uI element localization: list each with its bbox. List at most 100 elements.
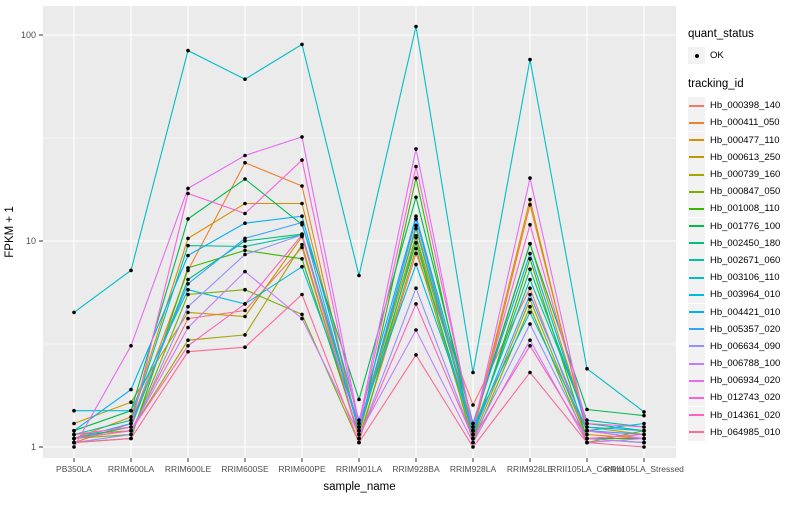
data-point <box>528 197 532 202</box>
data-point <box>528 370 532 375</box>
data-point <box>357 425 361 429</box>
data-point <box>585 428 589 433</box>
data-point <box>129 344 133 348</box>
data-point <box>72 445 76 449</box>
data-point <box>414 302 418 306</box>
data-point <box>357 397 361 402</box>
x-tick-label: PB350LA <box>56 464 92 474</box>
data-point <box>642 440 646 445</box>
data-point <box>72 440 76 445</box>
data-point <box>243 287 247 292</box>
data-point <box>642 428 646 433</box>
data-point <box>186 186 190 191</box>
data-point <box>243 201 247 206</box>
legend-item: Hb_012743_020 <box>688 389 800 407</box>
y-tick-label: 1 <box>31 442 36 452</box>
legend-item-label: Hb_012743_020 <box>710 392 781 404</box>
data-point <box>186 266 190 270</box>
legend-item-label: Hb_001776_100 <box>710 220 781 232</box>
data-point <box>72 432 76 437</box>
data-point <box>186 316 190 321</box>
data-point <box>186 253 190 258</box>
series-color-key-icon <box>688 97 705 115</box>
data-point <box>528 222 532 227</box>
legend-item-label: Hb_000411_050 <box>710 117 780 129</box>
data-point <box>528 202 532 207</box>
data-point <box>414 235 418 240</box>
data-point <box>357 436 361 441</box>
series-color-key-icon <box>688 303 705 321</box>
data-point <box>243 239 247 243</box>
data-point <box>642 445 646 449</box>
legend-item: Hb_006934_020 <box>688 372 800 390</box>
data-point <box>414 147 418 151</box>
series-color-key-icon <box>688 148 705 166</box>
data-point <box>585 440 589 445</box>
data-point <box>300 242 304 247</box>
data-point <box>129 428 133 433</box>
data-point <box>129 432 133 437</box>
data-point <box>642 413 646 418</box>
data-point <box>129 268 133 273</box>
legend-item: Hb_000411_050 <box>688 114 800 132</box>
data-point <box>642 410 646 414</box>
data-point <box>642 432 646 437</box>
data-point <box>528 241 532 246</box>
legend-item: Hb_000477_110 <box>688 131 800 149</box>
legend-item-label: Hb_000847_050 <box>710 186 781 198</box>
data-point <box>243 248 247 253</box>
data-point <box>300 264 304 269</box>
data-point <box>471 428 475 433</box>
data-point <box>129 425 133 429</box>
data-point <box>186 338 190 343</box>
data-point <box>528 338 532 343</box>
x-axis-title: sample_name <box>323 481 395 493</box>
data-point <box>471 370 475 375</box>
data-point <box>300 233 304 237</box>
data-point <box>585 436 589 441</box>
series-color-key-icon <box>688 286 705 304</box>
legend-title-quant-status: quant_status <box>688 28 754 40</box>
data-point <box>129 400 133 405</box>
legend-item-label: OK <box>710 50 724 62</box>
data-point <box>300 220 304 225</box>
data-point <box>243 221 247 225</box>
data-point <box>129 415 133 419</box>
data-point <box>186 292 190 297</box>
legend-quant-status: quant_status OK <box>688 28 800 65</box>
data-point <box>414 176 418 180</box>
data-point <box>243 177 247 181</box>
legend-item: Hb_006788_100 <box>688 355 800 373</box>
series-color-key-icon <box>688 234 705 252</box>
data-point <box>243 314 247 319</box>
data-point <box>528 322 532 326</box>
data-point <box>300 245 304 250</box>
legend-item: Hb_003106_110 <box>688 269 800 287</box>
legend-item: Hb_002671_060 <box>688 251 800 269</box>
data-point <box>528 297 532 302</box>
data-point <box>528 292 532 297</box>
data-point <box>585 407 589 412</box>
x-tick-label: RRIM600LA <box>108 464 155 474</box>
data-point <box>414 195 418 200</box>
data-point <box>414 251 418 256</box>
legend-item: Hb_000398_140 <box>688 97 800 115</box>
series-color-key-icon <box>688 251 705 269</box>
data-point <box>72 310 76 315</box>
legend-item: Hb_005357_020 <box>688 320 800 338</box>
legend-item-label: Hb_000477_110 <box>710 134 780 146</box>
data-point <box>300 158 304 162</box>
legend-item: Hb_001008_110 <box>688 200 800 218</box>
legend-item-label: Hb_000613_250 <box>710 151 781 163</box>
data-point <box>300 184 304 188</box>
x-tick-label: RRIM928LE <box>507 464 554 474</box>
data-point <box>72 428 76 433</box>
series-color-key-icon <box>688 217 705 235</box>
x-tick-label: RRIM928BA <box>392 464 440 474</box>
legend-item: Hb_001776_100 <box>688 217 800 235</box>
series-color-key-icon <box>688 423 705 441</box>
legend-title-tracking-id: tracking_id <box>688 78 744 91</box>
data-point <box>471 440 475 445</box>
series-color-key-icon <box>688 183 705 201</box>
x-tick-label: RRII105LA_Stressed <box>604 464 684 474</box>
